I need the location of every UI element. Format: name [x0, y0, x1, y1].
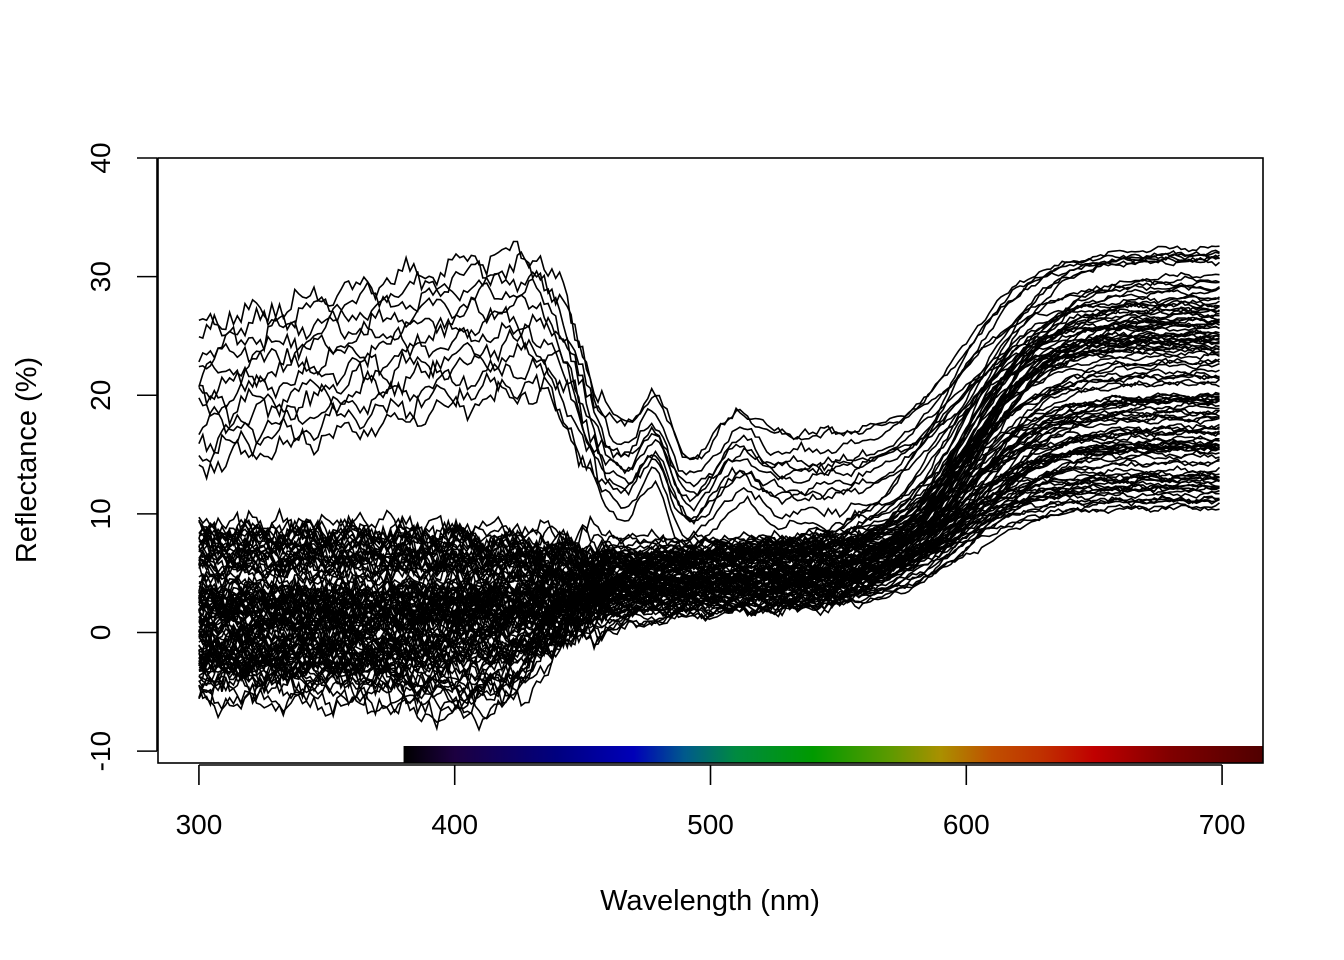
spectrum-line: [198, 334, 1220, 711]
spectrum-line: [198, 394, 1220, 652]
x-tick-label: 400: [431, 809, 478, 840]
spectrum-line: [198, 305, 1220, 674]
spectrum-line: [198, 254, 1221, 488]
y-tick-label: 0: [85, 625, 116, 641]
spectrum-line: [198, 443, 1220, 669]
x-tick-label: 500: [687, 809, 734, 840]
spectrum-line: [198, 395, 1220, 712]
spectrum-line: [198, 322, 1220, 702]
spectrum-line: [198, 317, 1220, 630]
spectrum-line: [198, 240, 1220, 461]
spectrum-line: [198, 494, 1220, 636]
spectrum-line: [198, 351, 1220, 551]
spectra-lines: [198, 240, 1221, 732]
y-axis: -10 0 10 20 30 40: [85, 142, 158, 771]
spectrum-line: [198, 287, 1220, 602]
spectrum-line: [198, 425, 1220, 715]
y-tick-label: 20: [85, 380, 116, 411]
y-tick-label: 40: [85, 142, 116, 173]
spectrum-line: [198, 341, 1220, 523]
spectrum-line: [198, 322, 1220, 686]
spectrum-line: [198, 474, 1220, 691]
plot-frame: [157, 157, 1264, 764]
y-tick-label: -10: [85, 731, 116, 771]
spectrum-line: [198, 250, 1221, 461]
y-axis-title: Reflectance (%): [11, 357, 43, 563]
spectrum-line: [198, 300, 1220, 512]
y-tick-label: 30: [85, 261, 116, 292]
spectrum-line: [198, 251, 1220, 476]
spectrum-line: [198, 362, 1220, 542]
spectrum-line: [198, 490, 1220, 701]
x-tick-label: 600: [943, 809, 990, 840]
x-tick-label: 700: [1199, 809, 1246, 840]
spectrum-line: [198, 299, 1220, 732]
spectrum-line: [198, 409, 1220, 705]
spectrum-line: [198, 460, 1220, 690]
x-tick-label: 300: [176, 809, 223, 840]
x-axis-title: Wavelength (nm): [600, 885, 820, 917]
x-axis: 300 400 500 600 700: [176, 764, 1246, 840]
y-tick-label: 10: [85, 498, 116, 529]
spectrum-line: [198, 305, 1220, 503]
wavelength-color-bar: [403, 746, 1263, 763]
